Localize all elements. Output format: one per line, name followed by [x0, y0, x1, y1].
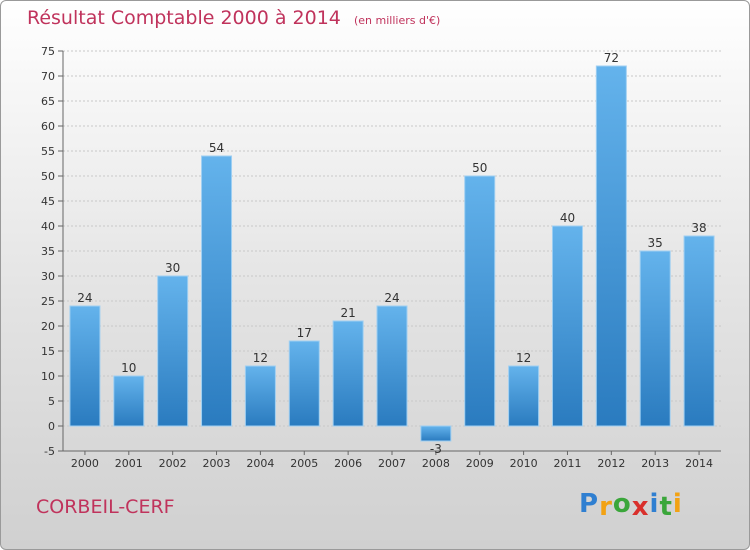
- y-tick-label: 55: [41, 145, 55, 158]
- x-tick-label: 2004: [246, 457, 274, 470]
- x-tick-label: 2000: [71, 457, 99, 470]
- y-tick-label: 10: [41, 370, 55, 383]
- data-label: 30: [165, 261, 180, 275]
- data-label: 12: [253, 351, 268, 365]
- y-tick-label: 65: [41, 95, 55, 108]
- data-label: 24: [384, 291, 399, 305]
- bar: [157, 275, 189, 427]
- data-label: 40: [560, 211, 575, 225]
- bar: [113, 375, 145, 427]
- y-tick-label: 20: [41, 320, 55, 333]
- brand-letter: t: [659, 492, 673, 522]
- bar: [464, 175, 496, 427]
- y-tick-label: 30: [41, 270, 55, 283]
- data-label: 12: [516, 351, 531, 365]
- x-tick-label: 2001: [115, 457, 143, 470]
- chart-subtitle: (en milliers d'€): [353, 14, 441, 27]
- y-tick-label: 5: [48, 395, 55, 408]
- chart-title: Résultat Comptable 2000 à 2014: [27, 7, 341, 29]
- y-tick-label: 50: [41, 170, 55, 183]
- y-tick-label: -5: [44, 445, 55, 458]
- bar: [639, 250, 671, 427]
- brand-letter: i: [672, 489, 683, 519]
- labels: -5 0 5 10 15 20 25 30 35 40 45 50 55 60 65 70 75 24 2000 10…: [41, 45, 713, 470]
- bar: [201, 155, 233, 427]
- bar: [376, 305, 408, 427]
- bar: [69, 305, 101, 427]
- town-name: CORBEIL-CERF: [36, 496, 175, 518]
- y-tick-label: 60: [41, 120, 55, 133]
- brand-letter: o: [612, 489, 632, 519]
- data-label: 17: [297, 326, 312, 340]
- x-tick-label: 2006: [334, 457, 362, 470]
- data-label: 35: [648, 236, 663, 250]
- y-tick-label: 45: [41, 195, 55, 208]
- axes: [58, 50, 721, 455]
- data-label: 21: [340, 306, 355, 320]
- x-tick-label: 2007: [378, 457, 406, 470]
- y-tick-label: 0: [48, 420, 55, 433]
- data-label: -3: [430, 442, 442, 456]
- brand-letter: P: [579, 489, 600, 519]
- title-row: Résultat Comptable 2000 à 2014 (en milli…: [27, 7, 440, 29]
- y-tick-label: 70: [41, 70, 55, 83]
- bar: [288, 340, 320, 427]
- y-tick-label: 75: [41, 45, 55, 58]
- data-label: 72: [604, 51, 619, 65]
- x-tick-label: 2008: [422, 457, 450, 470]
- brand-logo: Proxiti: [579, 489, 683, 522]
- x-tick-label: 2003: [203, 457, 231, 470]
- bar: [332, 320, 364, 427]
- x-tick-label: 2010: [510, 457, 538, 470]
- data-label: 38: [691, 221, 706, 235]
- brand-letter: i: [649, 489, 660, 519]
- bar: [508, 365, 540, 427]
- bars: [69, 65, 715, 442]
- y-tick-label: 15: [41, 345, 55, 358]
- bar: [244, 365, 276, 427]
- x-tick-label: 2009: [466, 457, 494, 470]
- x-tick-label: 2005: [290, 457, 318, 470]
- x-tick-label: 2013: [641, 457, 669, 470]
- data-label: 24: [77, 291, 92, 305]
- bar: [595, 65, 627, 427]
- bar: [683, 235, 715, 427]
- y-tick-label: 35: [41, 245, 55, 258]
- data-label: 10: [121, 361, 136, 375]
- data-label: 54: [209, 141, 224, 155]
- bar: [420, 425, 452, 442]
- bar: [551, 225, 583, 427]
- brand-letter: r: [599, 492, 613, 522]
- brand-letter: x: [631, 492, 650, 522]
- x-tick-label: 2012: [597, 457, 625, 470]
- data-label: 50: [472, 161, 487, 175]
- x-tick-label: 2014: [685, 457, 713, 470]
- y-tick-label: 40: [41, 220, 55, 233]
- y-tick-label: 25: [41, 295, 55, 308]
- x-tick-label: 2011: [553, 457, 581, 470]
- x-tick-label: 2002: [159, 457, 187, 470]
